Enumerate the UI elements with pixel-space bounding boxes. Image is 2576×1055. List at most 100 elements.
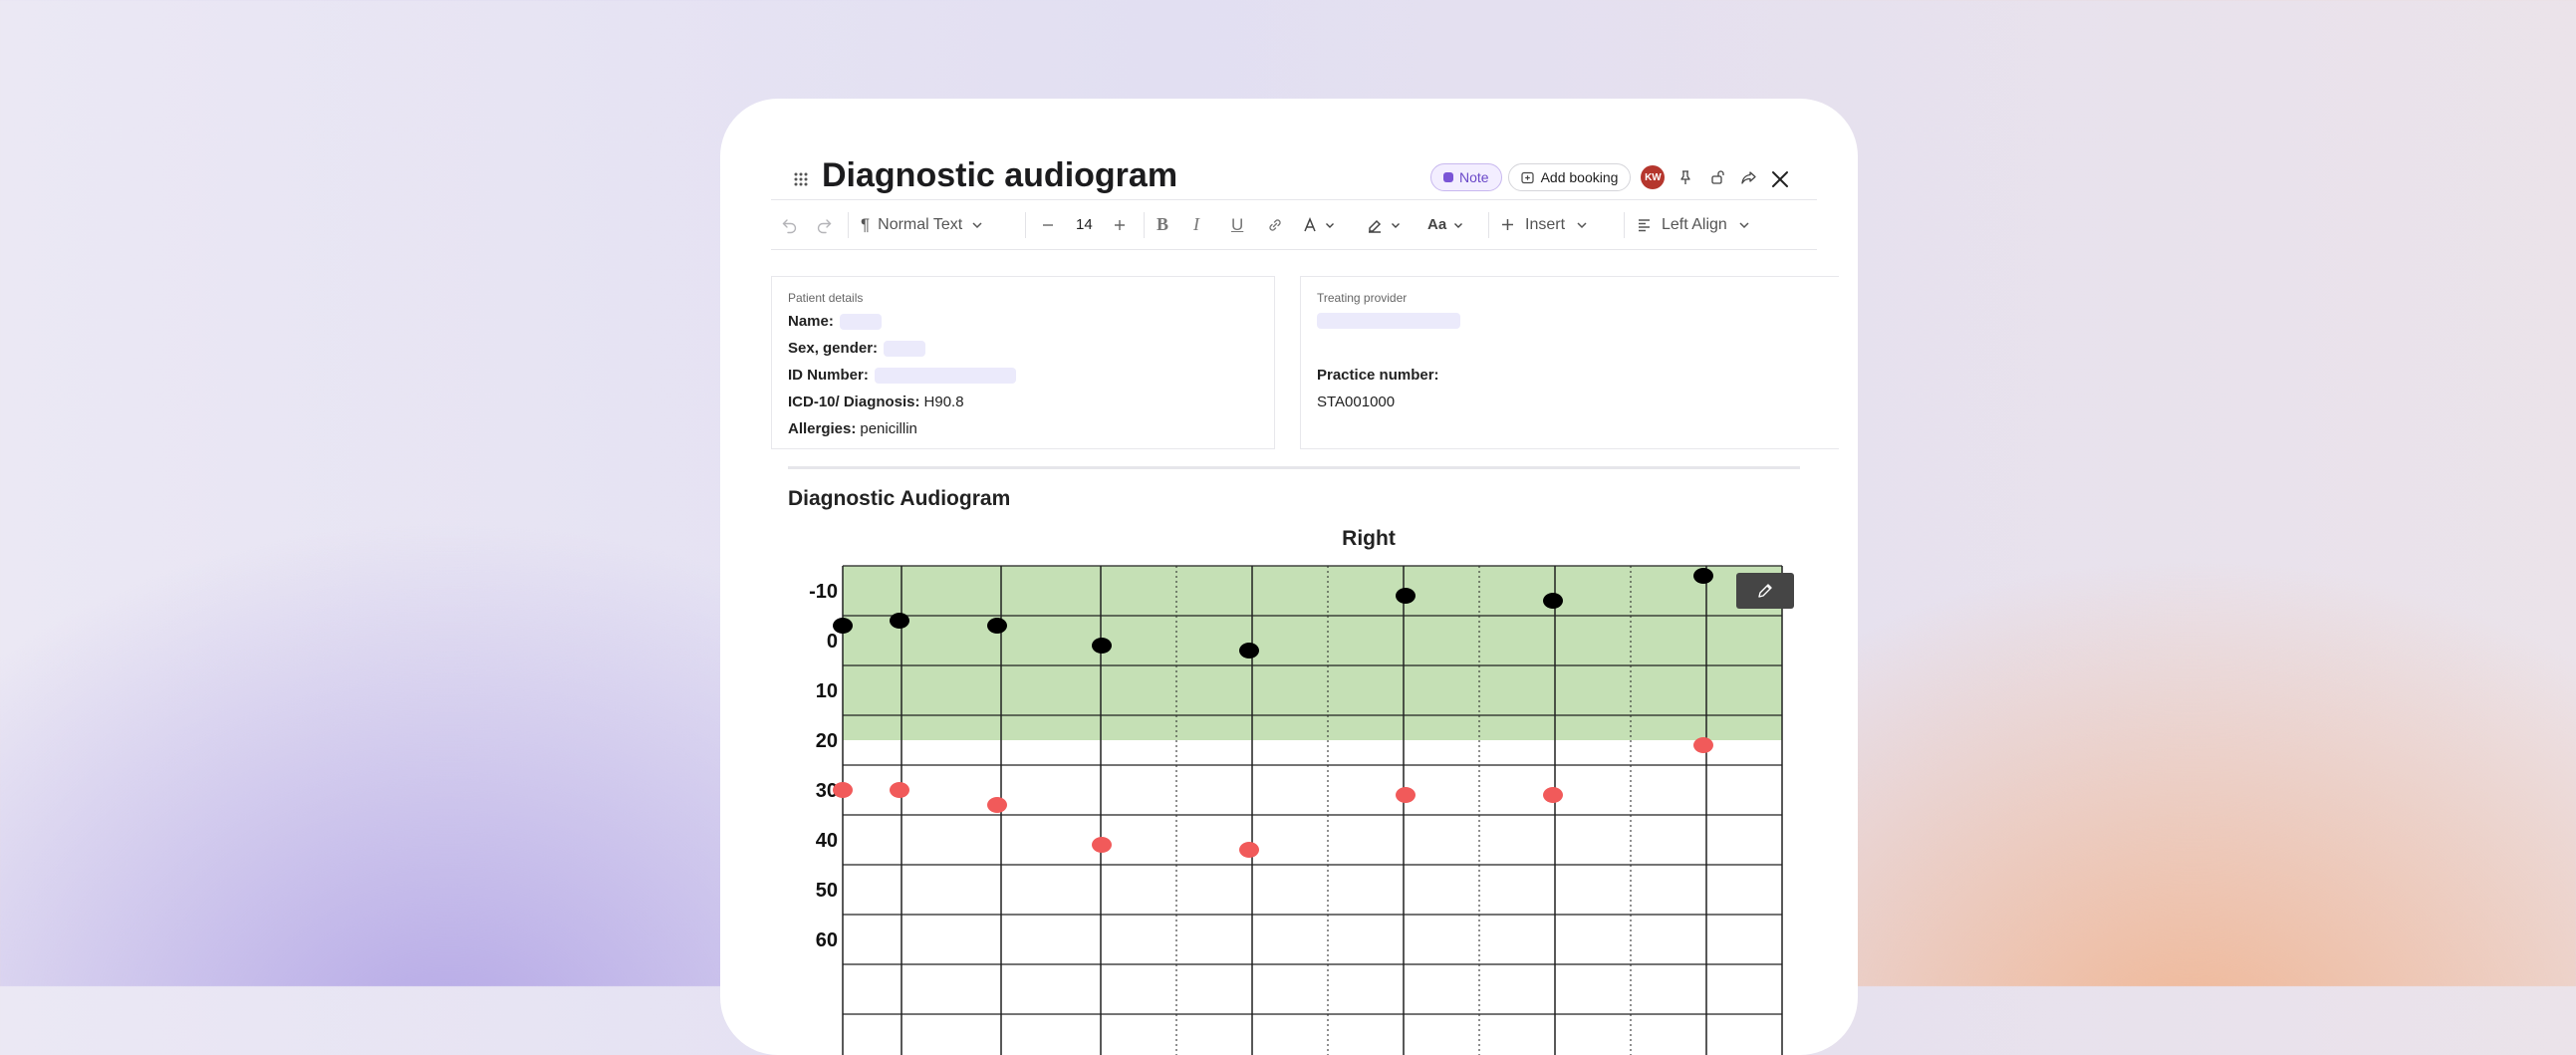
- chart-title: Right: [1342, 527, 1396, 550]
- black-data-point: [987, 618, 1007, 634]
- patient-allergies-row: Allergies: penicillin: [788, 420, 917, 437]
- practice-number-value[interactable]: STA001000: [1317, 394, 1396, 410]
- highlight-select[interactable]: [1366, 200, 1402, 249]
- chevron-down-icon: [1326, 222, 1334, 228]
- audiogram-chart: -10 0 10 20 30 40 50 60: [809, 565, 1783, 1055]
- patient-name-value[interactable]: [839, 313, 882, 330]
- toolbar-divider: [1144, 212, 1145, 238]
- add-booking-label: Add booking: [1540, 169, 1619, 185]
- red-data-point: [1092, 837, 1112, 853]
- note-card: Diagnostic audiogram Note Add booking KW: [720, 99, 1858, 1055]
- italic-icon[interactable]: I: [1193, 214, 1199, 234]
- text-case-select[interactable]: Aa: [1427, 200, 1464, 249]
- undo-icon[interactable]: [781, 200, 799, 249]
- y-tick-label: 40: [816, 830, 838, 852]
- red-data-point: [890, 782, 909, 798]
- paragraph-style-label: Normal Text: [878, 215, 963, 233]
- chevron-down-icon: [1577, 221, 1587, 228]
- y-tick-label: 20: [816, 730, 838, 752]
- section-title: Diagnostic Audiogram: [788, 487, 1011, 510]
- patient-id-row: ID Number:: [788, 367, 1016, 384]
- alignment-select[interactable]: Left Align: [1637, 200, 1751, 249]
- patient-id-label: ID Number:: [788, 367, 869, 384]
- patient-details-panel: Patient details Name: Sex, gender: ID Nu…: [771, 276, 1275, 449]
- red-data-point: [987, 797, 1007, 813]
- patient-name-label: Name:: [788, 313, 834, 330]
- treating-provider-panel: Treating provider Practice number: STA00…: [1300, 276, 1839, 449]
- font-size-value[interactable]: 14: [1076, 216, 1093, 233]
- patient-allergies-label: Allergies:: [788, 420, 857, 437]
- increase-font-size-icon[interactable]: [1112, 200, 1128, 249]
- paragraph-style-select[interactable]: ¶ Normal Text: [861, 200, 984, 249]
- chevron-down-icon: [1454, 222, 1463, 228]
- chevron-down-icon: [972, 221, 982, 228]
- black-data-point: [1543, 593, 1563, 609]
- note-badge[interactable]: Note: [1430, 163, 1502, 191]
- red-data-point: [1693, 737, 1713, 753]
- black-data-point: [890, 613, 909, 629]
- unlock-icon[interactable]: [1706, 166, 1728, 188]
- toolbar-divider: [848, 212, 849, 238]
- section-divider: [788, 466, 1800, 469]
- red-data-point: [1396, 787, 1416, 803]
- pin-icon[interactable]: [1674, 166, 1696, 188]
- plus-icon: [1502, 219, 1513, 230]
- note-badge-label: Note: [1459, 169, 1489, 185]
- y-tick-label: 0: [827, 631, 838, 653]
- black-data-point: [1092, 638, 1112, 654]
- chevron-down-icon: [1392, 222, 1400, 228]
- avatar[interactable]: KW: [1641, 165, 1666, 189]
- share-icon[interactable]: [1738, 166, 1760, 188]
- treating-provider-caption: Treating provider: [1317, 291, 1408, 305]
- calendar-plus-icon: [1520, 171, 1534, 183]
- note-header: Diagnostic audiogram Note Add booking KW: [720, 148, 1858, 218]
- patient-name-row: Name:: [788, 313, 882, 330]
- patient-sex-label: Sex, gender:: [788, 340, 879, 357]
- redo-icon[interactable]: [815, 200, 833, 249]
- black-data-point: [833, 618, 853, 634]
- text-color-icon: [1304, 216, 1316, 231]
- bold-icon[interactable]: B: [1157, 214, 1169, 234]
- patient-diagnosis-label: ICD-10/ Diagnosis:: [788, 394, 920, 410]
- align-left-icon: [1639, 219, 1650, 232]
- toolbar-divider: [1624, 212, 1625, 238]
- decrease-font-size-icon[interactable]: [1040, 200, 1056, 249]
- red-data-point: [1543, 787, 1563, 803]
- editor-toolbar: ¶ Normal Text 14 B I U Aa: [771, 199, 1817, 250]
- text-case-icon: Aa: [1427, 216, 1447, 233]
- patient-sex-value[interactable]: [884, 340, 926, 357]
- add-booking-button[interactable]: Add booking: [1507, 163, 1632, 191]
- alignment-label: Left Align: [1662, 215, 1727, 233]
- patient-details-caption: Patient details: [788, 291, 864, 305]
- text-color-select[interactable]: [1302, 200, 1336, 249]
- patient-diagnosis-value[interactable]: H90.8: [923, 394, 964, 410]
- patient-id-value[interactable]: [874, 367, 1016, 384]
- red-data-point: [1239, 842, 1259, 858]
- link-icon[interactable]: [1266, 200, 1284, 249]
- practice-number-label: Practice number:: [1317, 367, 1439, 384]
- toolbar-divider: [1025, 212, 1026, 238]
- patient-allergies-value[interactable]: penicillin: [860, 420, 917, 437]
- insert-menu[interactable]: Insert: [1500, 200, 1589, 249]
- patient-diagnosis-row: ICD-10/ Diagnosis: H90.8: [788, 394, 964, 410]
- provider-name-row: [1317, 313, 1460, 329]
- note-icon: [1443, 172, 1453, 182]
- y-tick-label: -10: [809, 581, 838, 603]
- y-tick-label: 60: [816, 929, 838, 951]
- page-title[interactable]: Diagnostic audiogram: [822, 156, 1178, 194]
- provider-name-value[interactable]: [1317, 313, 1460, 329]
- black-data-point: [1396, 588, 1416, 604]
- black-data-point: [1239, 643, 1259, 659]
- edit-drawing-button[interactable]: [1736, 573, 1794, 609]
- underline-icon[interactable]: U: [1231, 214, 1244, 234]
- y-tick-label: 30: [816, 780, 838, 802]
- header-actions: Note Add booking KW: [1430, 163, 1760, 191]
- close-icon[interactable]: [1766, 165, 1794, 193]
- chevron-down-icon: [1739, 221, 1749, 228]
- y-tick-label: 10: [816, 680, 838, 702]
- y-tick-label: 50: [816, 880, 838, 902]
- drag-handle-icon[interactable]: [794, 172, 808, 186]
- toolbar-divider: [1488, 212, 1489, 238]
- normal-hearing-band: [843, 566, 1782, 740]
- highlighter-icon: [1369, 219, 1382, 233]
